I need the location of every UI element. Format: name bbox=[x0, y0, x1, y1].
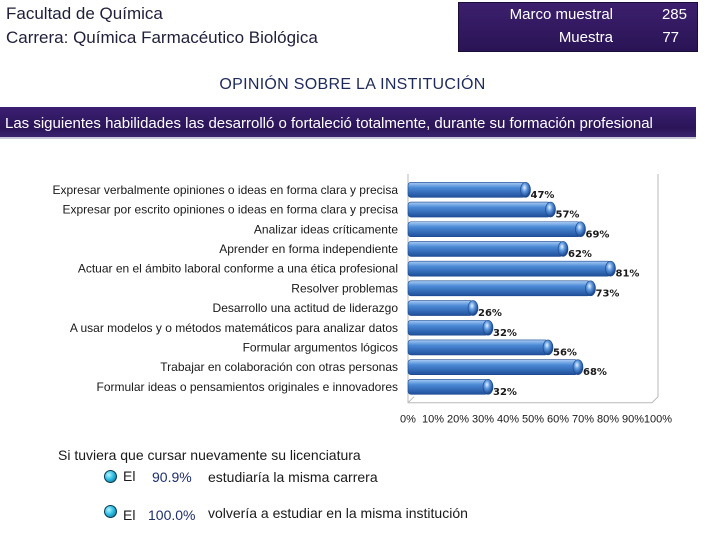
bar-cap bbox=[605, 260, 616, 277]
answer-2-prefix: El bbox=[123, 507, 136, 523]
value-label: 47% bbox=[531, 190, 555, 201]
category-label: Formular argumentos lógicos bbox=[243, 340, 398, 354]
value-label: 81% bbox=[616, 269, 640, 280]
category-label: Expresar por escrito opiniones o ideas e… bbox=[63, 203, 399, 217]
value-label: 32% bbox=[493, 387, 517, 398]
section-banner: Las siguientes habilidades las desarroll… bbox=[0, 107, 696, 139]
sample-info-box: Marco muestral 285 Muestra 77 bbox=[458, 2, 698, 52]
section-title: OPINIÓN SOBRE LA INSTITUCIÓN bbox=[219, 76, 486, 93]
value-label: 26% bbox=[478, 308, 502, 319]
category-label: Resolver problemas bbox=[291, 281, 398, 295]
x-tick-label: 0% bbox=[400, 414, 416, 425]
answer-1-percent: 90.9% bbox=[152, 469, 192, 485]
bar bbox=[407, 260, 611, 277]
bar bbox=[407, 182, 526, 198]
faculty-name: Facultad de Química bbox=[6, 4, 163, 23]
x-tick-label: 80% bbox=[597, 414, 619, 425]
category-label: Actuar en el ámbito laboral conforme a u… bbox=[78, 262, 398, 276]
answer-1-text: estudiaría la misma carrera bbox=[208, 469, 378, 485]
value-label: 32% bbox=[493, 328, 517, 339]
sample-label: Muestra bbox=[558, 29, 613, 46]
bar bbox=[407, 221, 581, 238]
career-name: Carrera: Química Farmacéutico Biológica bbox=[6, 28, 318, 47]
bullet-icon bbox=[104, 505, 117, 518]
bar-cap bbox=[520, 182, 531, 198]
skills-bar-chart: 47%57% 69% 62% 81% 73% 26% 32% 56% 68% 32% Expres… bbox=[52, 174, 672, 425]
category-label: Trabajar en colaboración con otras perso… bbox=[160, 360, 398, 374]
bar bbox=[407, 379, 489, 395]
bar bbox=[407, 241, 564, 257]
category-label: Analizar ideas críticamente bbox=[254, 222, 398, 236]
bar bbox=[407, 201, 551, 218]
category-label: Aprender en forma independiente bbox=[219, 242, 398, 256]
category-label: A usar modelos y o métodos matemáticos p… bbox=[70, 321, 398, 335]
bar-cap bbox=[482, 319, 494, 336]
x-tick-label: 100% bbox=[644, 414, 672, 425]
bar-cap bbox=[585, 280, 596, 297]
x-tick-label: 30% bbox=[472, 414, 494, 425]
sample-value: 77 bbox=[662, 29, 679, 46]
bullet-icon bbox=[104, 470, 117, 483]
bar bbox=[407, 280, 591, 297]
plot-frame-corner bbox=[407, 396, 415, 404]
survey-question: Si tuviera que cursar nuevamente su lice… bbox=[58, 447, 361, 463]
value-label: 73% bbox=[596, 288, 620, 299]
bar bbox=[407, 319, 489, 336]
bar-cap bbox=[467, 300, 479, 316]
category-label: Formular ideas o pensamientos originales… bbox=[97, 380, 399, 394]
chart-x-ticks: 0% 10% 20% 30% 40% 50% 60% 70% 80% 90% 100% bbox=[400, 414, 672, 425]
category-label: Desarrollo una actitud de liderazgo bbox=[213, 301, 399, 315]
answer-2-text: volvería a estudiar en la misma instituc… bbox=[208, 505, 468, 521]
bar-cap bbox=[572, 359, 584, 375]
x-tick-label: 10% bbox=[422, 414, 444, 425]
x-tick-label: 20% bbox=[447, 414, 469, 425]
x-tick-label: 90% bbox=[622, 414, 644, 425]
bar-cap bbox=[545, 201, 556, 218]
chart-bars: 47%57% 69% 62% 81% 73% 26% 32% 56% 68% 32% bbox=[407, 182, 640, 398]
value-label: 69% bbox=[586, 229, 610, 240]
bar bbox=[407, 300, 474, 316]
bar bbox=[407, 339, 549, 356]
answer-2-percent: 100.0% bbox=[148, 507, 196, 523]
value-label: 68% bbox=[583, 367, 607, 378]
value-label: 56% bbox=[553, 347, 577, 358]
answer-1-prefix: El bbox=[123, 468, 136, 484]
bar-cap bbox=[542, 339, 554, 356]
chart-category-labels: Expresar verbalmente opiniones o ideas e… bbox=[52, 183, 398, 394]
value-label: 62% bbox=[568, 249, 592, 260]
x-tick-label: 70% bbox=[572, 414, 594, 425]
x-tick-label: 60% bbox=[547, 414, 569, 425]
frame-value: 285 bbox=[661, 6, 687, 23]
bar-cap bbox=[482, 379, 494, 395]
frame-label: Marco muestral bbox=[509, 6, 613, 23]
bar bbox=[407, 359, 579, 375]
bar-cap bbox=[575, 221, 586, 238]
value-label: 57% bbox=[556, 210, 580, 221]
category-label: Expresar verbalmente opiniones o ideas e… bbox=[52, 183, 398, 197]
bar-cap bbox=[557, 241, 569, 257]
x-tick-label: 50% bbox=[522, 414, 544, 425]
x-tick-label: 40% bbox=[497, 414, 519, 425]
